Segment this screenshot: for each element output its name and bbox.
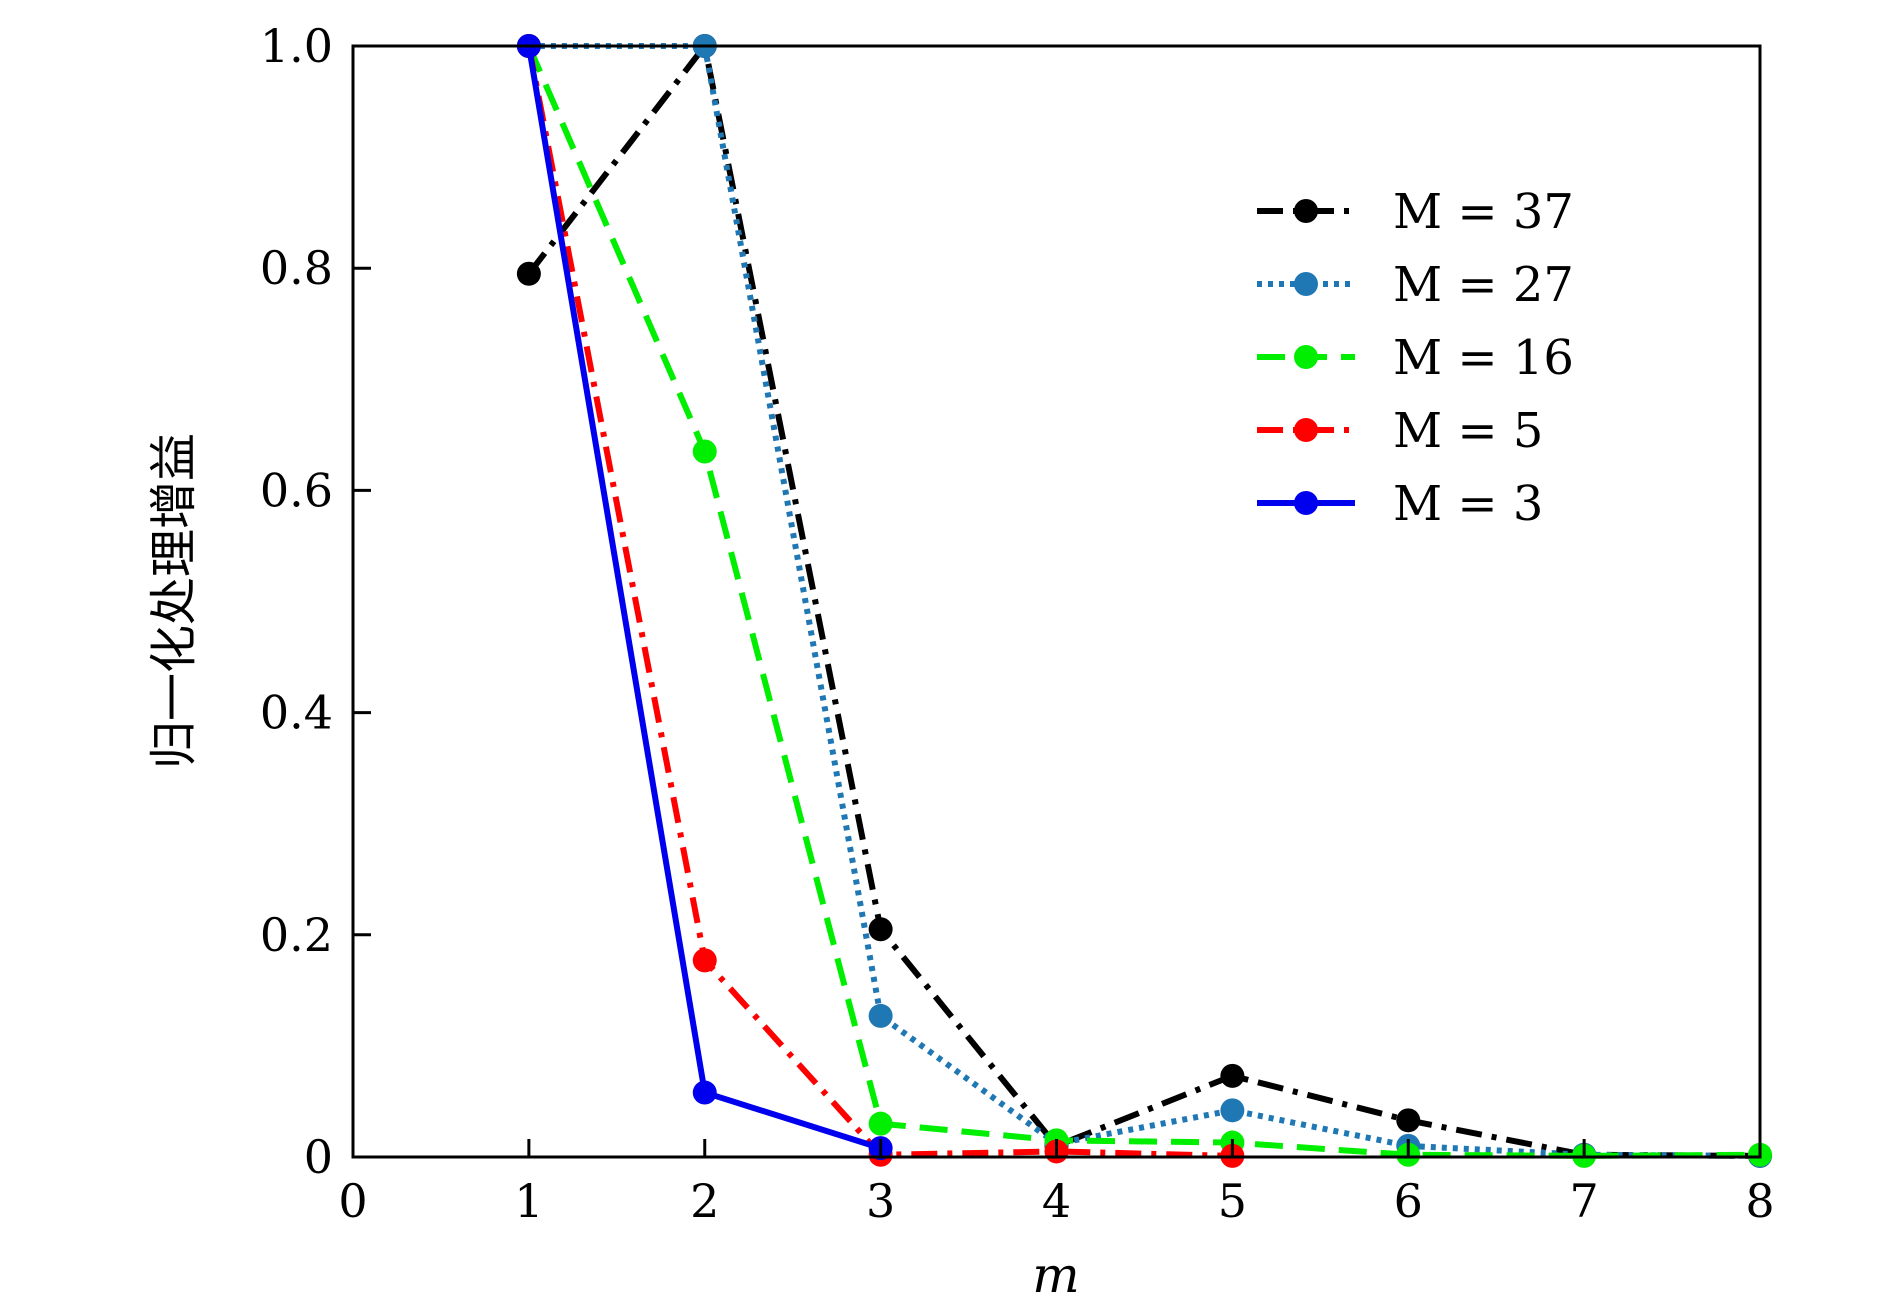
y-tick-label: 1.0	[260, 19, 333, 73]
legend-item: M = 37	[1257, 184, 1574, 240]
data-point	[692, 948, 717, 973]
data-point	[868, 917, 893, 942]
data-point	[1220, 1098, 1245, 1123]
y-tick-label: 0.6	[260, 463, 333, 517]
legend-label: M = 16	[1393, 330, 1574, 386]
y-axis-ticks: 0 0.2 0.4 0.6 0.8 1.0	[260, 19, 371, 1184]
x-tick-label: 5	[1218, 1174, 1247, 1228]
x-tick-label: 8	[1745, 1174, 1774, 1228]
x-tick-label: 4	[1042, 1174, 1071, 1228]
legend-label: M = 3	[1393, 476, 1543, 532]
plot-area	[353, 46, 1760, 1157]
legend-marker	[1294, 491, 1318, 515]
x-tick-label: 0	[338, 1174, 367, 1228]
data-point	[1396, 1108, 1421, 1133]
series-group	[516, 34, 893, 1161]
data-point	[868, 1111, 893, 1136]
x-axis-ticks: 0 1 2 3 4 5 6 7 8	[338, 1139, 1775, 1228]
y-tick-label: 0	[304, 1130, 333, 1184]
x-tick-label: 1	[514, 1174, 543, 1228]
data-point	[692, 1080, 717, 1105]
data-point	[692, 439, 717, 464]
legend: M = 37 M = 27 M = 16 M = 5 M = 3	[1257, 184, 1574, 532]
legend-item: M = 27	[1257, 257, 1574, 313]
data-point	[516, 261, 541, 286]
legend-label: M = 37	[1393, 184, 1574, 240]
legend-label: M = 5	[1393, 403, 1543, 459]
legend-marker	[1294, 199, 1318, 223]
y-axis-label: 归一化处理增益	[146, 433, 202, 769]
x-axis-label: m	[1032, 1246, 1079, 1300]
y-tick-label: 0.4	[260, 686, 333, 740]
data-point	[1220, 1063, 1245, 1088]
legend-marker	[1294, 418, 1318, 442]
x-tick-label: 2	[690, 1174, 719, 1228]
legend-marker	[1294, 272, 1318, 296]
legend-marker	[1294, 345, 1318, 369]
x-tick-label: 6	[1394, 1174, 1423, 1228]
legend-label: M = 27	[1393, 257, 1574, 313]
legend-item: M = 16	[1257, 330, 1574, 386]
x-tick-label: 7	[1569, 1174, 1598, 1228]
data-point	[868, 1003, 893, 1028]
legend-item: M = 3	[1257, 476, 1543, 532]
legend-item: M = 5	[1257, 403, 1543, 459]
y-tick-label: 0.2	[260, 908, 333, 962]
x-tick-label: 3	[866, 1174, 895, 1228]
y-tick-label: 0.8	[260, 241, 333, 295]
